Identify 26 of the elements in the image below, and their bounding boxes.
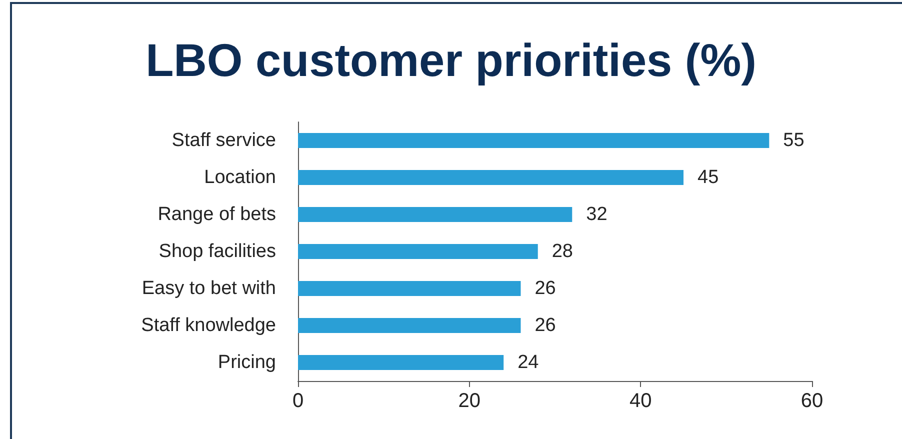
y-tick-label: Staff knowledge (141, 315, 276, 336)
bar (298, 318, 521, 333)
x-tick-label: 40 (630, 390, 652, 412)
x-tick-label: 20 (458, 390, 480, 412)
data-label: 55 (783, 130, 804, 151)
x-tick-label: 60 (800, 390, 824, 412)
data-label: 26 (534, 315, 556, 336)
data-label: 45 (698, 167, 719, 188)
bar (298, 207, 572, 222)
y-tick-label: Pricing (218, 352, 276, 373)
y-tick-label: Shop facilities (158, 241, 276, 262)
data-label: 28 (552, 241, 574, 262)
data-label: 24 (518, 352, 540, 373)
y-tick-label: Easy to bet with (142, 278, 276, 299)
data-label: 32 (586, 204, 608, 225)
y-tick-label: Range of bets (158, 204, 276, 225)
bar (298, 170, 684, 185)
bar (298, 133, 770, 148)
data-label: 26 (534, 278, 556, 299)
y-tick-label: Location (204, 167, 276, 188)
bar (298, 281, 521, 296)
chart-title: LBO customer priorities (%) (146, 34, 756, 86)
x-tick-label: 0 (292, 390, 304, 412)
y-tick-label: Staff service (172, 130, 276, 151)
bar (298, 355, 504, 370)
bar (298, 244, 538, 259)
